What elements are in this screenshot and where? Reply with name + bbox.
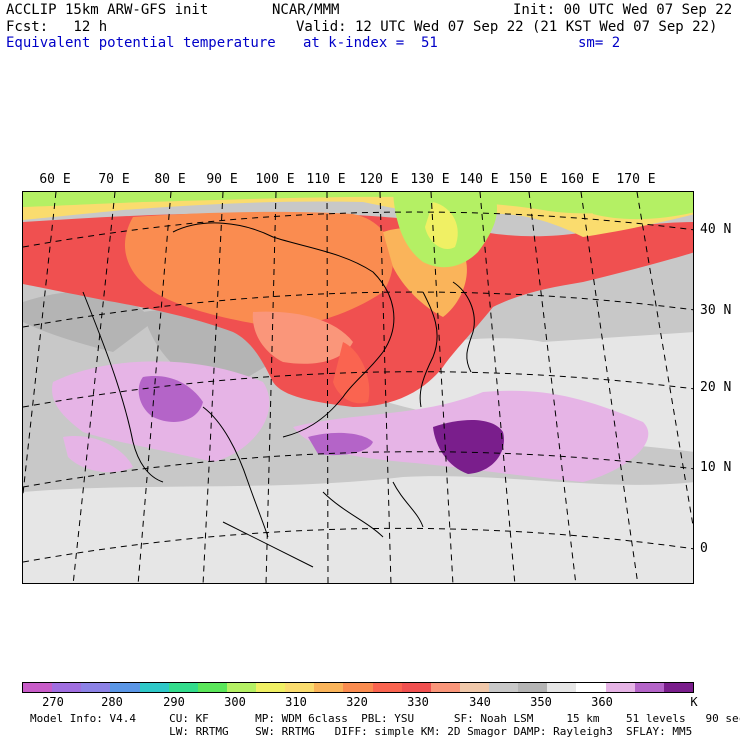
- colorbar-swatch: [168, 683, 198, 692]
- map-panel: [22, 191, 694, 584]
- colorbar-swatch: [314, 683, 344, 692]
- colorbar-label: 300: [224, 695, 246, 709]
- colorbar-swatch: [430, 683, 460, 692]
- valid-time: Valid: 12 UTC Wed 07 Sep 22 (21 KST Wed …: [296, 19, 718, 35]
- lon-label: 60 E: [39, 172, 71, 187]
- colorbar-swatch: [256, 683, 286, 692]
- colorbar-swatch: [605, 683, 635, 692]
- lon-label: 90 E: [206, 172, 238, 187]
- colorbar-swatch: [110, 683, 140, 692]
- colorbar-swatch: [139, 683, 169, 692]
- lon-label: 110 E: [306, 172, 346, 187]
- lon-label: 70 E: [98, 172, 130, 187]
- forecast-hour: Fcst: 12 h: [6, 19, 108, 35]
- lon-label: 130 E: [410, 172, 450, 187]
- lon-label: 80 E: [154, 172, 186, 187]
- lat-label: 0: [700, 541, 708, 556]
- colorbar-label: 270: [42, 695, 64, 709]
- colorbar-label: 310: [285, 695, 307, 709]
- colorbar-swatch: [663, 683, 693, 692]
- lon-label: 160 E: [560, 172, 600, 187]
- colorbar-swatch: [459, 683, 489, 692]
- lon-label: 140 E: [459, 172, 499, 187]
- lat-label: 10 N: [700, 460, 732, 475]
- lat-label: 20 N: [700, 380, 732, 395]
- colorbar-swatch: [634, 683, 664, 692]
- lon-label: 150 E: [508, 172, 548, 187]
- colorbar-swatch: [226, 683, 256, 692]
- field-name: Equivalent potential temperature: [6, 35, 276, 51]
- institution-label: NCAR/MMM: [272, 2, 340, 18]
- colorbar-unit: K: [690, 695, 698, 709]
- colorbar-swatch: [401, 683, 431, 692]
- lon-label: 170 E: [616, 172, 656, 187]
- colorbar-swatch: [372, 683, 402, 692]
- colorbar-swatch: [547, 683, 577, 692]
- level-index: at k-index = 51: [303, 35, 438, 51]
- lat-label: 40 N: [700, 222, 732, 237]
- run-title: ACCLIP 15km ARW-GFS init: [6, 2, 209, 18]
- lon-label: 120 E: [359, 172, 399, 187]
- lon-label: 100 E: [255, 172, 295, 187]
- colorbar-label: 280: [101, 695, 123, 709]
- colorbar-swatch: [343, 683, 373, 692]
- colorbar-swatch: [285, 683, 315, 692]
- smoothing-label: sm= 2: [578, 35, 621, 51]
- colorbar-swatch: [489, 683, 519, 692]
- theta-e-field: [23, 192, 693, 583]
- model-info-line1: Model Info: V4.4 CU: KF MP: WDM 6class P…: [30, 712, 740, 725]
- colorbar-label: 340: [469, 695, 491, 709]
- model-info-line2: LW: RRTMG SW: RRTMG DIFF: simple KM: 2D …: [30, 725, 693, 738]
- colorbar: [22, 682, 694, 693]
- colorbar-swatch: [197, 683, 227, 692]
- colorbar-label: 360: [591, 695, 613, 709]
- colorbar-label: 320: [346, 695, 368, 709]
- colorbar-label: 350: [530, 695, 552, 709]
- colorbar-swatch: [52, 683, 82, 692]
- colorbar-label: 330: [407, 695, 429, 709]
- colorbar-label: 290: [163, 695, 185, 709]
- colorbar-swatch: [23, 683, 53, 692]
- lat-label: 30 N: [700, 303, 732, 318]
- init-time: Init: 00 UTC Wed 07 Sep 22: [513, 2, 733, 18]
- colorbar-swatch: [518, 683, 548, 692]
- colorbar-swatch: [576, 683, 606, 692]
- colorbar-swatch: [81, 683, 111, 692]
